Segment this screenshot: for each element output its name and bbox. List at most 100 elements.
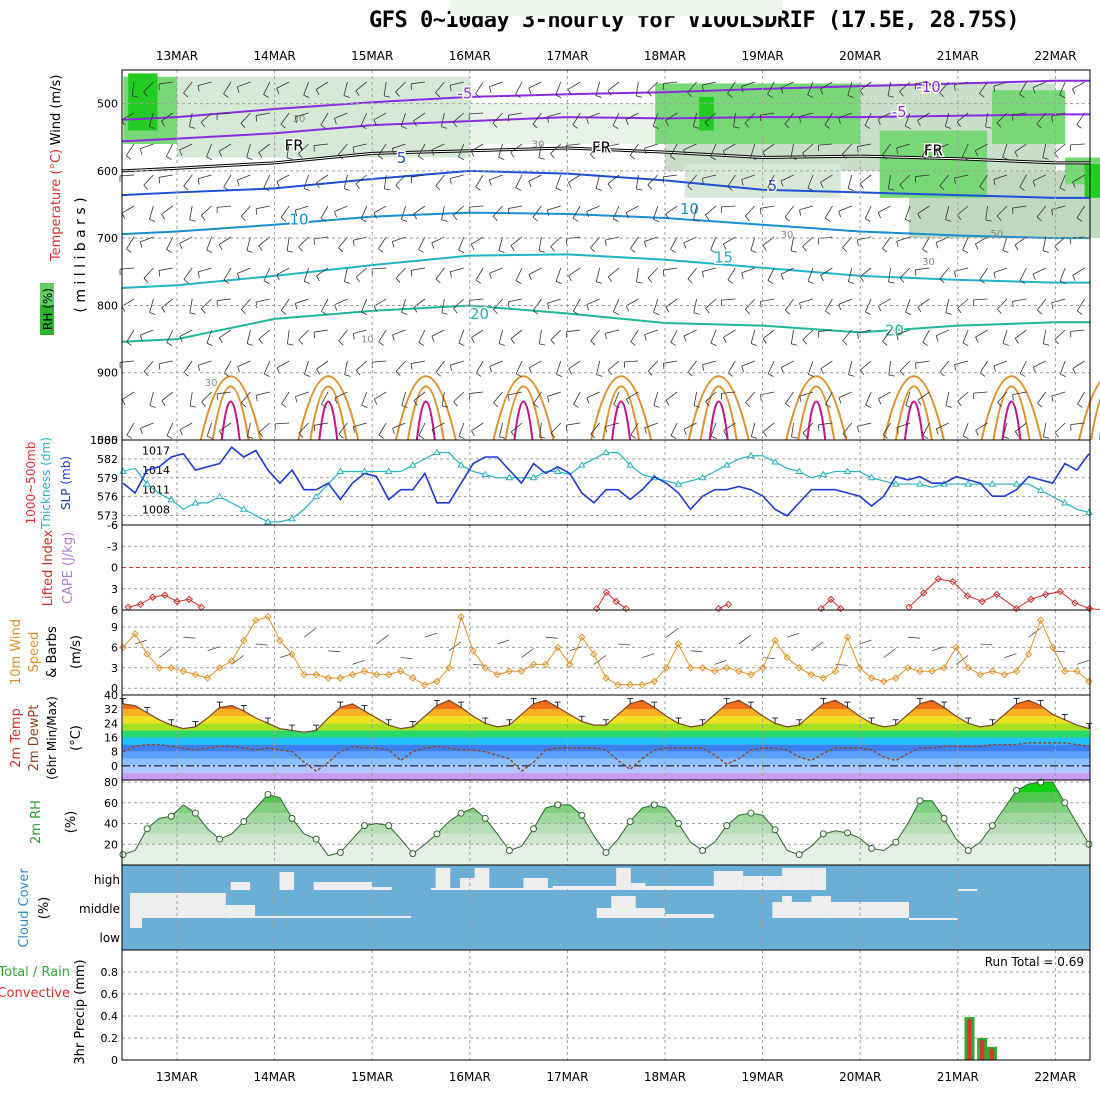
wind-barb — [395, 267, 406, 279]
wind-barb — [286, 329, 290, 344]
wind-barb — [665, 306, 670, 313]
wind-barb — [683, 429, 687, 435]
wind-barb — [441, 405, 449, 408]
wind-barb — [258, 245, 263, 251]
wind-barb — [298, 143, 309, 154]
wind-barb — [161, 391, 174, 402]
wind-barb — [303, 81, 309, 96]
wind-barb — [298, 422, 309, 434]
wind-barb — [722, 150, 727, 157]
wind-barb — [255, 112, 270, 116]
isotherm-label: -10 — [916, 78, 941, 96]
wind-barb — [848, 281, 855, 284]
wind-barb — [915, 174, 930, 177]
wind-barb — [762, 431, 767, 437]
rh-marker — [167, 812, 175, 820]
wind-barb — [246, 236, 251, 251]
wind-barb — [217, 391, 232, 395]
wind-barb — [687, 267, 697, 280]
wind-barb — [825, 403, 831, 408]
wind-barb — [258, 143, 271, 153]
wind-barb — [471, 236, 484, 245]
wind-barb — [917, 120, 921, 126]
wind-barb — [1003, 436, 1010, 439]
wind-barb — [956, 121, 961, 127]
wind-barb — [887, 81, 891, 96]
wind-barb — [568, 360, 581, 370]
isotherm-label: 10 — [289, 211, 308, 229]
wind-barb — [630, 434, 636, 439]
wind-barb — [431, 143, 445, 151]
wind-barb — [802, 236, 814, 247]
wind-barb — [550, 329, 562, 341]
lifted-index-tick-label: 3 — [111, 583, 118, 596]
surface-wind-barb — [762, 657, 776, 659]
wind-barb — [653, 391, 659, 406]
wind-barb — [723, 143, 736, 152]
wind-barb — [750, 143, 756, 158]
wind-barb — [750, 343, 757, 346]
wind-barb — [710, 329, 717, 344]
lifted-index-marker — [827, 595, 835, 604]
wind-barb — [492, 216, 498, 221]
wind-barb — [161, 298, 174, 308]
wind-barb — [258, 431, 264, 438]
wind-barb — [498, 143, 503, 158]
wind-barb — [1002, 156, 1009, 160]
wind-barb — [276, 88, 280, 94]
wind-barb — [864, 125, 871, 129]
wind-barb — [458, 342, 465, 346]
wind-speed-marker — [397, 667, 405, 675]
wind-barb — [493, 298, 503, 310]
wind-barb — [996, 112, 1008, 124]
surface-isotherm — [894, 385, 933, 441]
thickness-marker — [771, 458, 779, 465]
wind-barb — [586, 298, 600, 305]
precip-tick-label: 0.4 — [101, 1010, 119, 1023]
rh-marker — [409, 850, 417, 858]
wind-barb — [338, 340, 344, 346]
isotherm-label: 20 — [470, 305, 489, 323]
wind-speed-marker — [1024, 650, 1033, 658]
wind-barb — [780, 81, 794, 89]
cloud-block — [909, 918, 958, 920]
wind-speed-marker — [723, 664, 731, 672]
wind-barb — [881, 143, 891, 156]
wind-barb — [334, 118, 337, 125]
rh-contour-label: 30 — [205, 378, 218, 389]
wind-barb — [1019, 360, 1027, 374]
wind-barb — [899, 184, 904, 190]
wind-barb — [452, 121, 458, 128]
wind-barb — [741, 81, 755, 87]
surface-isotherm — [1078, 380, 1100, 441]
wind-barb — [281, 391, 290, 404]
bottom-date-label: 18MAR — [644, 1070, 686, 1084]
wind-barb — [1059, 94, 1066, 98]
wind-barb — [596, 374, 603, 377]
wind-barb — [704, 112, 717, 123]
wind-barb — [957, 298, 969, 309]
isotherm-label: -5 — [457, 84, 472, 102]
rh-saturated-patch — [1084, 164, 1100, 198]
wind-barb — [532, 298, 542, 311]
wind-barb — [613, 218, 619, 222]
wind-speed-marker — [1012, 667, 1021, 675]
rh-marker — [1061, 799, 1069, 807]
wind-barb — [954, 174, 969, 179]
wind-barb — [469, 112, 484, 115]
wind-barb — [373, 205, 387, 214]
wind-barb — [418, 249, 424, 253]
wind-barb — [372, 267, 387, 270]
wind-barb — [573, 391, 581, 405]
wind-barb — [441, 219, 448, 222]
wind-barb — [802, 153, 807, 159]
wind-barb — [126, 248, 132, 253]
wind-barb — [939, 278, 945, 284]
wind-barb — [1033, 360, 1046, 368]
wind-barb — [149, 219, 156, 222]
wind-barb — [917, 298, 930, 308]
wind-barb — [1042, 250, 1049, 253]
wind-barb — [334, 304, 338, 311]
surface-wind-barb — [1076, 660, 1090, 665]
thickness-tick-label: 579 — [97, 472, 118, 485]
